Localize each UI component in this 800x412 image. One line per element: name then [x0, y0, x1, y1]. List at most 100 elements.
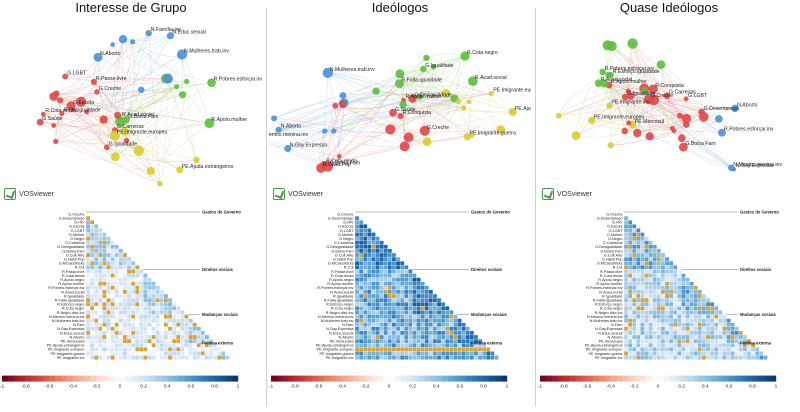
heatmap-cell [408, 330, 413, 336]
heatmap-cell [656, 318, 662, 323]
heatmap-cell [412, 334, 417, 340]
heatmap-cell [677, 273, 682, 278]
heatmap-cell [428, 330, 434, 336]
heatmap-cell [714, 355, 719, 360]
heatmap-cell [102, 302, 107, 307]
heatmap-cell [461, 334, 466, 340]
heatmap-cell [652, 285, 657, 291]
heatmap-cell [371, 355, 376, 360]
heatmap-cell [98, 314, 103, 319]
colorbar-segment [663, 375, 670, 382]
heatmap-cell [644, 326, 649, 332]
heatmap-cell [375, 261, 380, 266]
heatmap-cell [379, 256, 384, 262]
variable-label: PE.Imigrante.guerra [51, 352, 86, 356]
heatmap-cell [204, 347, 210, 352]
variable-label: N.Fam [342, 323, 353, 327]
heatmap-cell [685, 322, 690, 327]
heatmap-cell [94, 244, 99, 250]
vosviewer-icon [273, 188, 285, 200]
heatmap-cell [98, 261, 103, 266]
node-label: N.Menino.menina.inv [733, 162, 782, 168]
colorbar-segment [161, 375, 168, 382]
heatmap-cell [114, 244, 119, 250]
heatmap-cell [685, 285, 690, 291]
heatmap-cell [371, 256, 376, 262]
network-node [731, 104, 739, 113]
heatmap-cell [151, 285, 156, 291]
heatmap-cell [387, 297, 393, 303]
heatmap-cell [640, 261, 645, 266]
network-edge [323, 103, 343, 165]
heatmap-cell [106, 314, 111, 319]
heatmap-cell [176, 318, 181, 323]
heatmap-cell [391, 310, 397, 315]
heatmap-cell [383, 306, 388, 311]
network-edge [115, 78, 167, 157]
network-node [605, 71, 612, 79]
heatmap-cell [126, 322, 132, 327]
heatmap-cell [627, 265, 633, 270]
heatmap-cell [371, 314, 376, 319]
network-edge [632, 43, 687, 119]
heatmap-cell [155, 355, 160, 360]
network-edge [53, 96, 161, 185]
heatmap-cell [623, 240, 629, 245]
heatmap-cell [94, 306, 99, 311]
heatmap-cell [705, 326, 711, 332]
heatmap-cell [106, 281, 111, 286]
heatmap-cell [677, 281, 682, 286]
heatmap-cell [644, 334, 649, 340]
heatmap-cell [640, 310, 645, 315]
heatmap-cell [424, 338, 429, 344]
heatmap-cell [420, 310, 425, 315]
heatmap-cell [440, 347, 446, 352]
heatmap-cell [354, 297, 360, 303]
heatmap-cell [143, 338, 148, 344]
variable-label: G.Creche [606, 212, 622, 216]
heatmap-cell [408, 318, 413, 323]
heatmap-cell [94, 285, 99, 291]
heatmap-cell [143, 351, 148, 356]
heatmap-cell [445, 334, 450, 340]
heatmap-cell [412, 318, 417, 323]
heatmap-cell [383, 326, 388, 332]
heatmap-cell [623, 248, 629, 254]
heatmap-cell [114, 318, 119, 323]
colorbar-segment [173, 375, 180, 382]
heatmap-cell [383, 281, 388, 286]
heatmap-cell [673, 265, 678, 270]
heatmap-cell [673, 347, 678, 352]
heatmap-cell [147, 277, 152, 282]
heatmap-cell [130, 310, 136, 315]
heatmap-cell [391, 351, 397, 356]
variable-label: N.Gay.Expressa [326, 327, 354, 331]
network-node [571, 131, 581, 141]
heatmap-cell [94, 343, 99, 348]
heatmap-cell [135, 285, 140, 291]
heatmap-cell [477, 351, 483, 356]
heatmap-cell [681, 326, 686, 332]
heatmap-cell [718, 351, 723, 356]
heatmap-cell [705, 338, 711, 344]
colorbar-segment [96, 375, 103, 382]
heatmap-cell [440, 343, 446, 348]
network-graph: N.Gay.ExpressaN.Mulheres.trab.invN.Menin… [269, 50, 531, 173]
variable-label: G.HIV [343, 221, 354, 225]
heatmap-cell [371, 236, 376, 241]
network-node [176, 166, 184, 174]
heatmap-cell [697, 314, 703, 319]
heatmap-cell [383, 314, 388, 319]
heatmap-cell [644, 297, 649, 303]
heatmap-cell [147, 306, 152, 311]
heatmap-cell [102, 252, 107, 258]
variable-label: N.Aborto [70, 335, 85, 339]
variable-label: R.Apoio.negro [329, 278, 353, 282]
heatmap-cell [681, 281, 686, 286]
variable-label: R.Pobres.esforçar.inv [586, 286, 622, 290]
heatmap-cell [664, 306, 670, 311]
heatmap-cell [110, 326, 115, 332]
heatmap-cell [420, 351, 425, 356]
heatmap-cell [648, 261, 653, 266]
heatmap-cell [644, 322, 649, 327]
